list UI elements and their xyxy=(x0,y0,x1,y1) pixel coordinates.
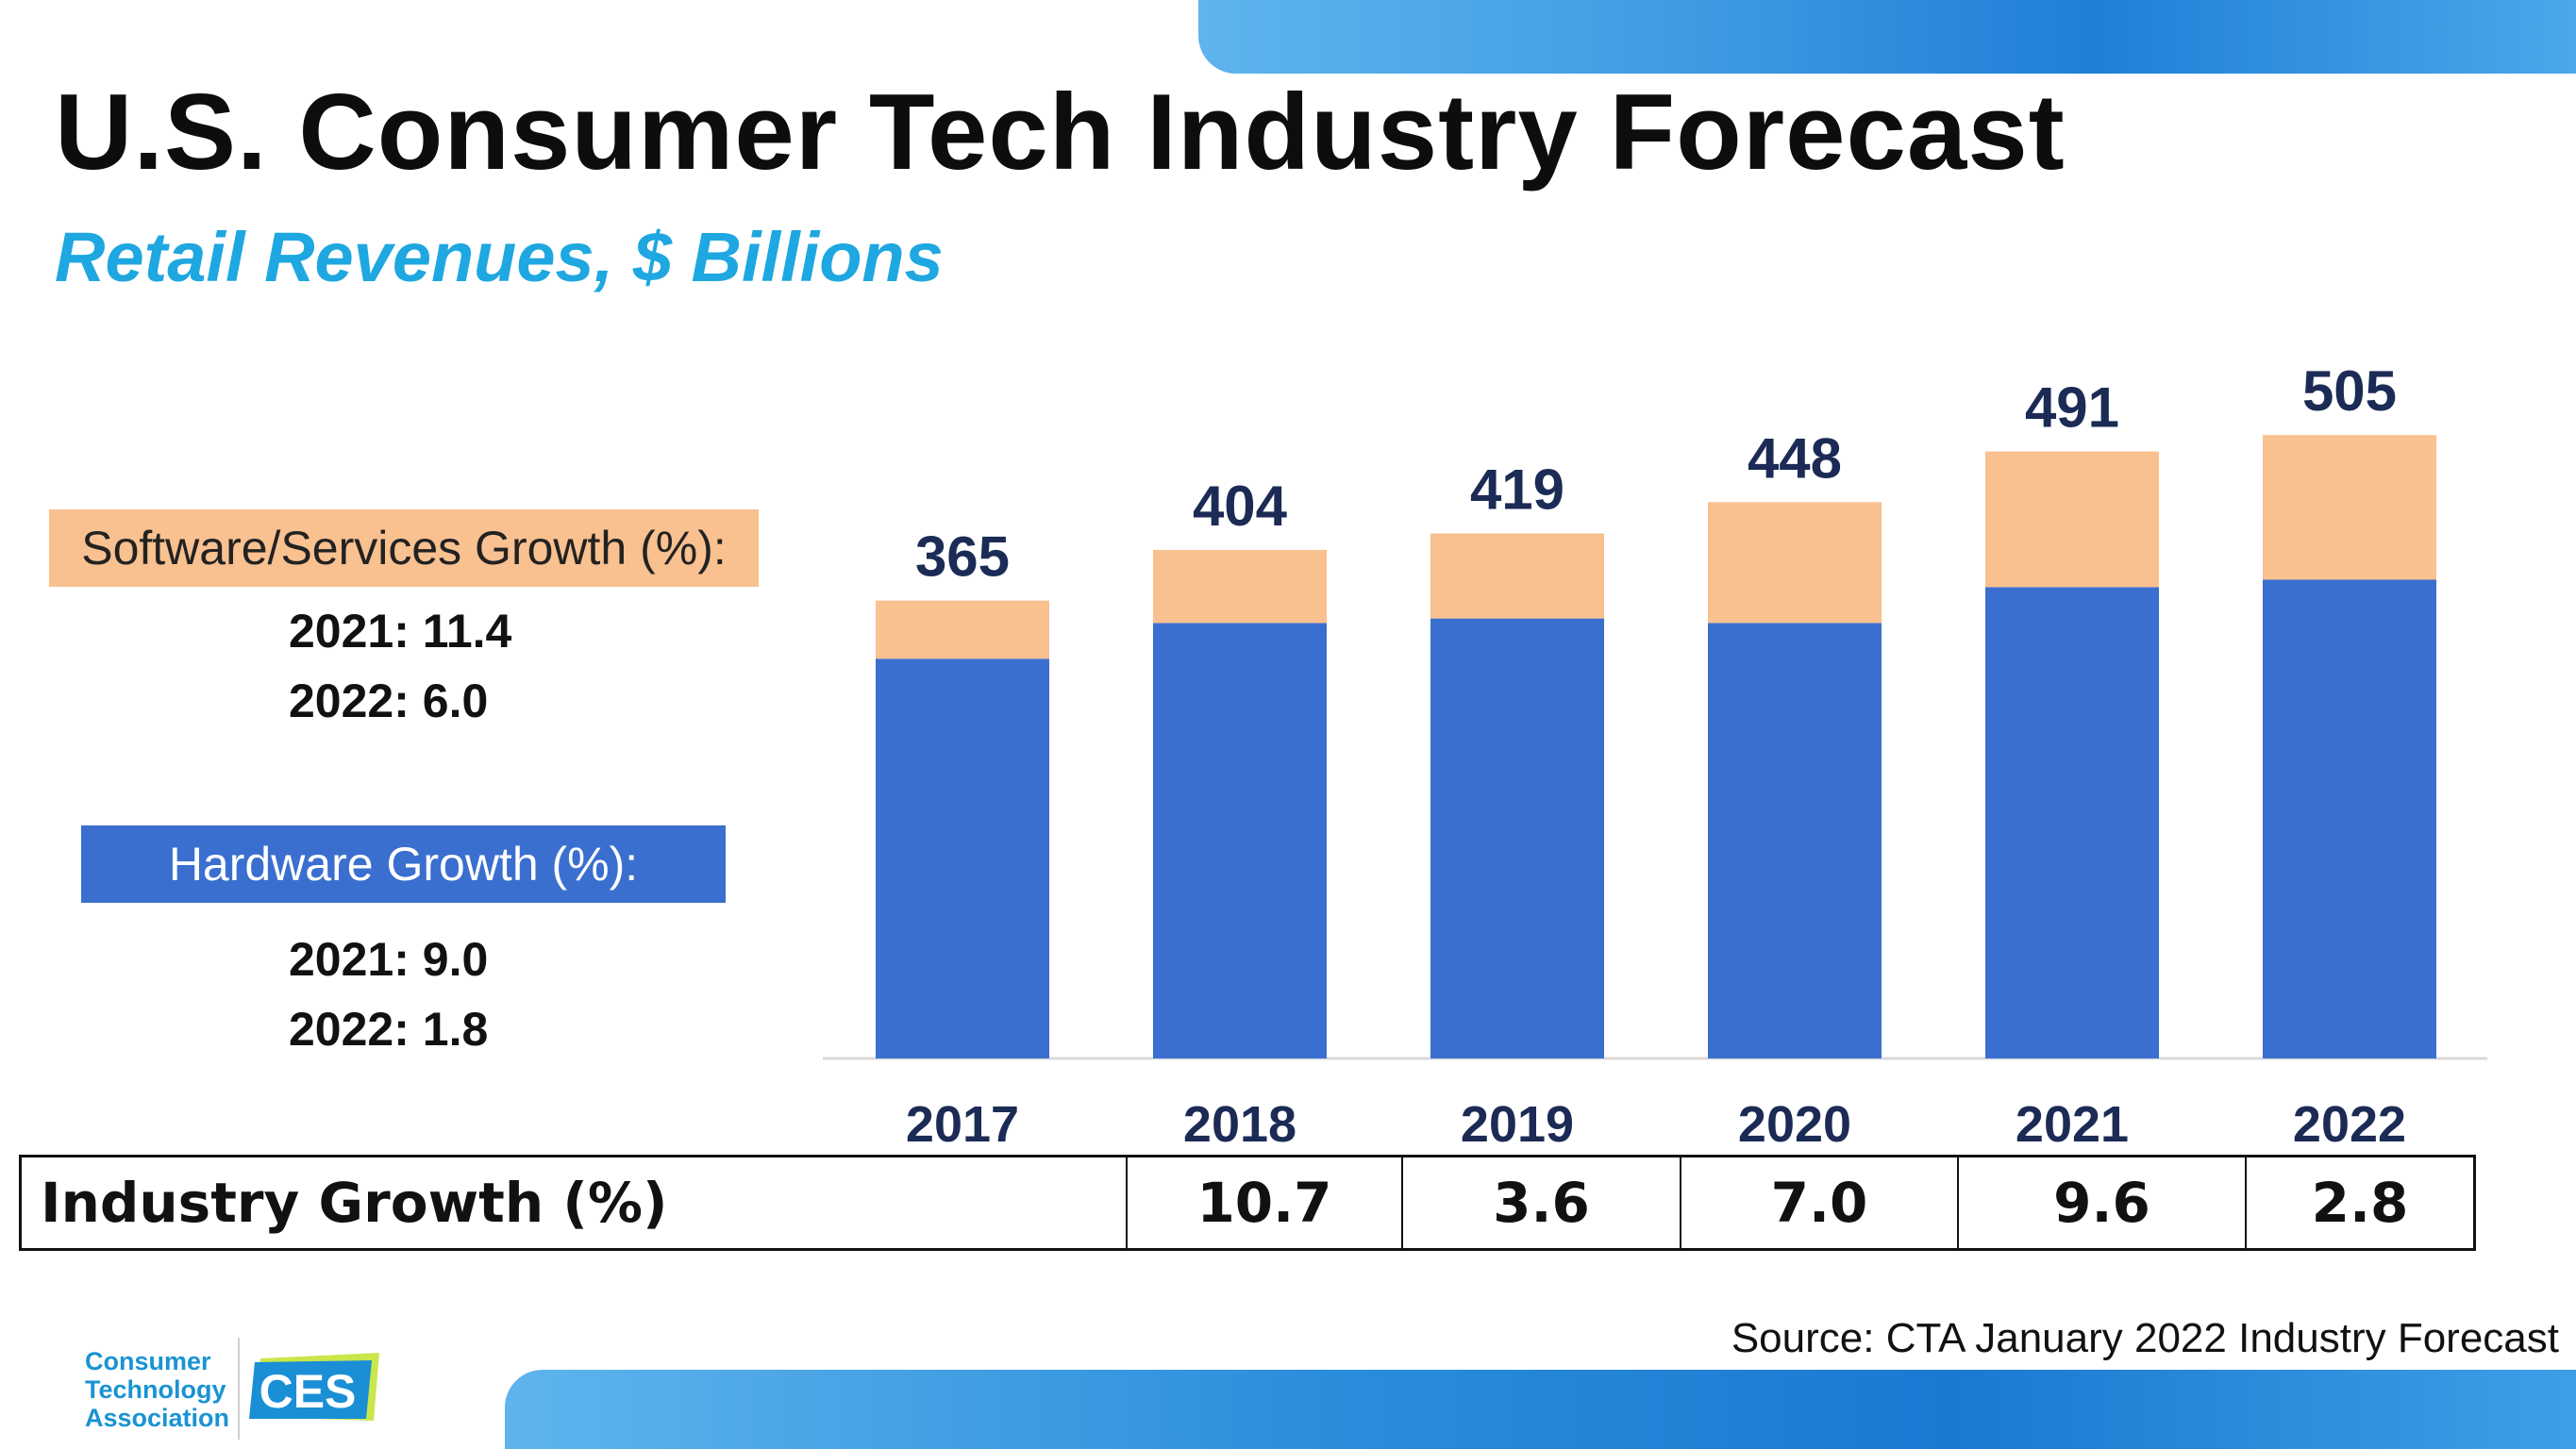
x-tick-label: 2021 xyxy=(2016,1096,2129,1153)
bar-software-2017 xyxy=(876,600,1049,659)
hardware-growth-2022: 2022: 1.8 xyxy=(289,1003,489,1056)
industry-growth-label: Industry Growth (%) xyxy=(41,1171,668,1235)
bar-total-label: 404 xyxy=(1193,475,1288,538)
bar-hardware-2020 xyxy=(1708,623,1882,1058)
bar-total-label: 491 xyxy=(2025,376,2119,440)
bar-hardware-2021 xyxy=(1985,587,2159,1058)
software-growth-2022: 2022: 6.0 xyxy=(289,675,489,727)
bar-software-2019 xyxy=(1430,533,1604,619)
source-note: Source: CTA January 2022 Industry Foreca… xyxy=(1731,1315,2559,1361)
logo-divider xyxy=(238,1338,240,1440)
bar-total-label: 448 xyxy=(1748,426,1842,490)
growth-cell-2018: 10.7 xyxy=(1126,1158,1401,1248)
bar-hardware-2022 xyxy=(2263,579,2436,1058)
ces-logo-text: CES xyxy=(259,1365,357,1418)
bar-total-label: 365 xyxy=(915,525,1010,589)
x-tick-label: 2017 xyxy=(906,1096,1019,1153)
slide-subtitle: Retail Revenues, $ Billions xyxy=(55,218,944,296)
slide-title: U.S. Consumer Tech Industry Forecast xyxy=(55,73,2066,192)
ces-logo: CES xyxy=(249,1353,379,1421)
cta-logo-line: Association xyxy=(85,1404,230,1432)
x-tick-label: 2018 xyxy=(1183,1096,1296,1153)
bar-software-2021 xyxy=(1985,451,2159,588)
cta-logo-line: Consumer xyxy=(85,1347,211,1375)
bar-total-label: 505 xyxy=(2302,359,2397,423)
bar-hardware-2018 xyxy=(1153,623,1327,1058)
cta-logo: Consumer Technology Association xyxy=(85,1347,229,1432)
industry-growth-table: Industry Growth (%) 10.7 3.6 7.0 9.6 2.8 xyxy=(19,1155,2476,1251)
bottom-accent-band xyxy=(505,1370,2576,1449)
hardware-growth-legend: Hardware Growth (%): xyxy=(81,825,726,903)
growth-cell-2019: 3.6 xyxy=(1401,1158,1680,1248)
x-tick-label: 2022 xyxy=(2293,1096,2406,1153)
cta-logo-line: Technology xyxy=(85,1375,226,1404)
growth-cell-2021: 9.6 xyxy=(1957,1158,2245,1248)
bar-software-2022 xyxy=(2263,435,2436,580)
bar-total-label: 419 xyxy=(1470,458,1564,521)
software-growth-2021: 2021: 11.4 xyxy=(289,605,512,658)
bar-hardware-2019 xyxy=(1430,618,1604,1058)
top-accent-band xyxy=(1198,0,2576,74)
revenue-bar-chart: 365 2017 404 2018 419 2019 448 2020 491 2021 505 20… xyxy=(823,359,2487,1153)
growth-cell-2022: 2.8 xyxy=(2245,1158,2473,1248)
hardware-growth-2021: 2021: 9.0 xyxy=(289,933,489,986)
x-tick-label: 2019 xyxy=(1461,1096,1574,1153)
software-growth-legend: Software/Services Growth (%): xyxy=(49,509,759,587)
bar-software-2020 xyxy=(1708,502,1882,624)
growth-cell-2020: 7.0 xyxy=(1680,1158,1957,1248)
bar-software-2018 xyxy=(1153,549,1327,624)
x-tick-label: 2020 xyxy=(1738,1096,1851,1153)
bar-hardware-2017 xyxy=(876,658,1049,1058)
